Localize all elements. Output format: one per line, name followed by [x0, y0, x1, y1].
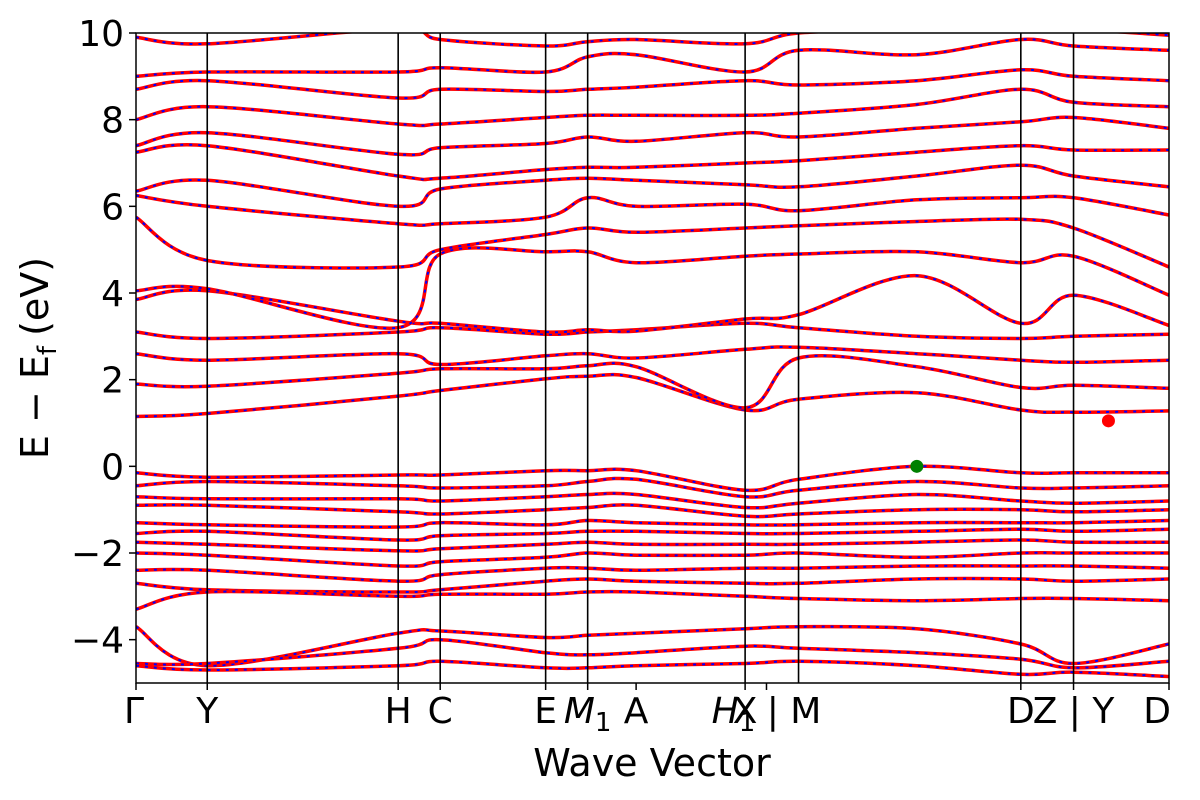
band-line-red-19 [136, 518, 1169, 529]
band-line-blue-6 [136, 216, 1169, 269]
band-line-red-16 [136, 476, 1169, 499]
band-line-blue-27 [136, 638, 1169, 669]
x-tick-label-4: E [534, 691, 557, 732]
x-tick-label-9: D [1007, 691, 1035, 732]
y-tick-label-1: −2 [71, 534, 124, 575]
band-line-red-23 [136, 564, 1169, 583]
x-tick-label-3: C [428, 691, 453, 732]
special-points-layer [910, 414, 1115, 473]
x-tick-label-10: Z | Y [1033, 691, 1116, 732]
band-line-blue-4 [136, 274, 1169, 334]
y-axis-label-main: E − E [13, 355, 57, 459]
kpoint-lines-layer [206, 33, 1075, 683]
band-line-red-25 [136, 589, 1169, 611]
x-tick-label-5: M1 [564, 691, 612, 738]
x-tick-label-1: Y [195, 691, 219, 732]
band-line-red-18 [136, 503, 1169, 519]
y-axis-label-subscript: f [33, 345, 63, 355]
band-line-red-17 [136, 491, 1169, 510]
band-line-red-15 [136, 464, 1169, 493]
band-line-red-21 [136, 538, 1169, 553]
band-line-red-20 [136, 527, 1169, 542]
y-axis-label-unit: (eV) [13, 257, 57, 336]
band-line-blue-9 [136, 143, 1169, 181]
y-tick-label-2: 0 [101, 447, 124, 488]
band-line-blue-10 [136, 116, 1169, 156]
bands-layer [136, 33, 1169, 679]
x-tick-label-8: H1 | M [712, 691, 822, 738]
y-tick-label-0: −4 [71, 621, 124, 662]
band-line-red-24 [136, 576, 1169, 594]
band-line-red-7 [136, 193, 1169, 228]
band-line-blue-14 [136, 33, 1169, 48]
x-tick-label-7: X [733, 691, 758, 732]
y-tick-label-3: 2 [101, 361, 124, 402]
vbm-marker [910, 459, 924, 473]
y-tick-label-6: 8 [101, 101, 124, 142]
y-tick-label-7: 10 [78, 14, 124, 55]
x-tick-label-11: D [1143, 691, 1171, 732]
band-line-red-22 [136, 550, 1169, 568]
x-axis-label: Wave Vector [533, 741, 771, 785]
band-line-blue-11 [136, 88, 1169, 127]
band-line-blue-1 [136, 354, 1169, 409]
band-line-red-8 [136, 163, 1169, 209]
y-ticks-layer: −4 −2 0 2 4 6 8 10 [71, 14, 136, 662]
y-tick-label-5: 6 [101, 187, 124, 228]
y-axis-label: E − Ef (eV) [13, 257, 63, 459]
plot-frame [135, 32, 1170, 684]
y-tick-label-4: 4 [101, 274, 124, 315]
band-line-red-0 [136, 372, 1169, 419]
band-line-blue-2 [136, 345, 1169, 366]
x-tick-label-6: A [624, 691, 649, 732]
x-tick-label-2: H [385, 691, 412, 732]
band-line-blue-5 [136, 246, 1169, 330]
x-tick-label-0: Γ [124, 691, 144, 732]
band-line-blue-26 [136, 625, 1169, 667]
band-line-blue-13 [136, 38, 1169, 78]
band-line-blue-12 [136, 68, 1169, 100]
cbm-marker [1101, 414, 1115, 428]
band-line-red-28 [136, 659, 1169, 679]
